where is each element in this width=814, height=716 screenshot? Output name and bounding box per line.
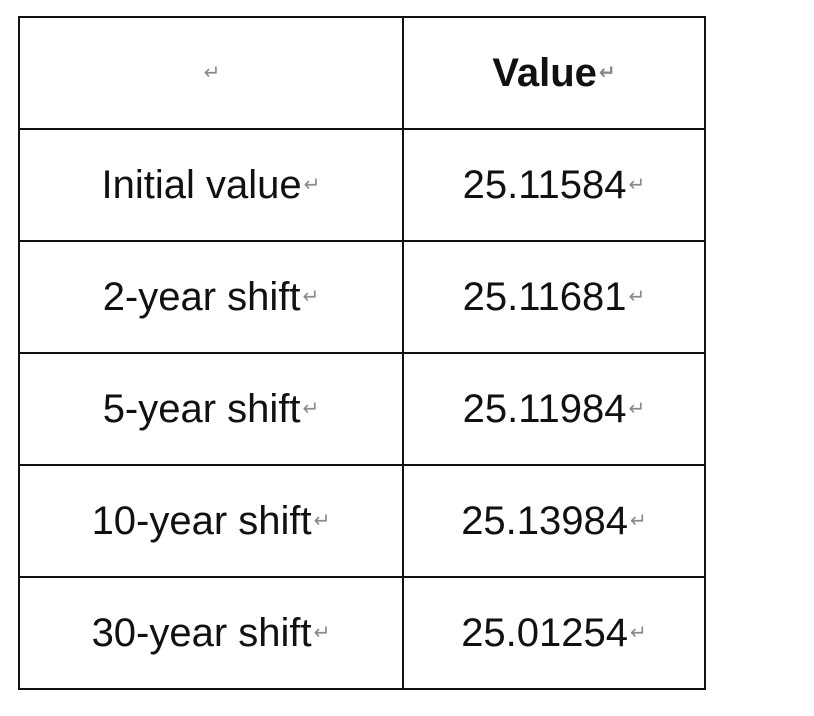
row-label-cell: 2-year shift ↵: [18, 240, 404, 354]
row-value-cell: 25.13984 ↵: [402, 464, 706, 578]
paragraph-mark-icon: ↵: [203, 62, 221, 85]
paragraph-mark-icon: ↵: [303, 174, 321, 197]
row-label: 10-year shift: [91, 499, 312, 543]
row-value: 25.11681: [462, 275, 627, 319]
row-value-cell: 25.11681 ↵: [402, 240, 706, 354]
row-value-cell: 25.01254 ↵: [402, 576, 706, 690]
shift-value-table: ↵ Value ↵ Initial value ↵ 25.11584 ↵ 2-year…: [18, 16, 706, 690]
paragraph-mark-icon: ↵: [313, 622, 331, 645]
header-empty-cell: ↵: [18, 16, 404, 130]
row-label-cell: 10-year shift ↵: [18, 464, 404, 578]
row-label-cell: 5-year shift ↵: [18, 352, 404, 466]
row-value-cell: 25.11584 ↵: [402, 128, 706, 242]
row-label-cell: 30-year shift ↵: [18, 576, 404, 690]
table-row: Initial value ↵ 25.11584 ↵: [18, 128, 706, 242]
row-value: 25.11984: [462, 387, 627, 431]
paragraph-mark-icon: ↵: [302, 286, 320, 309]
paragraph-mark-icon: ↵: [598, 62, 616, 85]
row-value: 25.11584: [462, 163, 627, 207]
paragraph-mark-icon: ↵: [630, 622, 647, 645]
header-value-cell: Value ↵: [402, 16, 706, 130]
row-label: Initial value: [101, 163, 302, 207]
paragraph-mark-icon: ↵: [628, 286, 646, 309]
table-row: 5-year shift ↵ 25.11984 ↵: [18, 352, 706, 466]
row-value: 25.01254: [461, 611, 629, 655]
table-row: 10-year shift ↵ 25.13984 ↵: [18, 464, 706, 578]
paragraph-mark-icon: ↵: [630, 510, 647, 533]
table-header-row: ↵ Value ↵: [18, 16, 706, 130]
row-value: 25.13984: [461, 499, 629, 543]
row-label: 2-year shift: [102, 275, 301, 319]
table-row: 30-year shift ↵ 25.01254 ↵: [18, 576, 706, 690]
row-value-cell: 25.11984 ↵: [402, 352, 706, 466]
paragraph-mark-icon: ↵: [302, 398, 320, 421]
paragraph-mark-icon: ↵: [628, 398, 646, 421]
paragraph-mark-icon: ↵: [628, 174, 646, 197]
header-value-label: Value: [492, 51, 597, 95]
paragraph-mark-icon: ↵: [313, 510, 331, 533]
row-label-cell: Initial value ↵: [18, 128, 404, 242]
row-label: 5-year shift: [102, 387, 301, 431]
row-label: 30-year shift: [91, 611, 312, 655]
table-row: 2-year shift ↵ 25.11681 ↵: [18, 240, 706, 354]
